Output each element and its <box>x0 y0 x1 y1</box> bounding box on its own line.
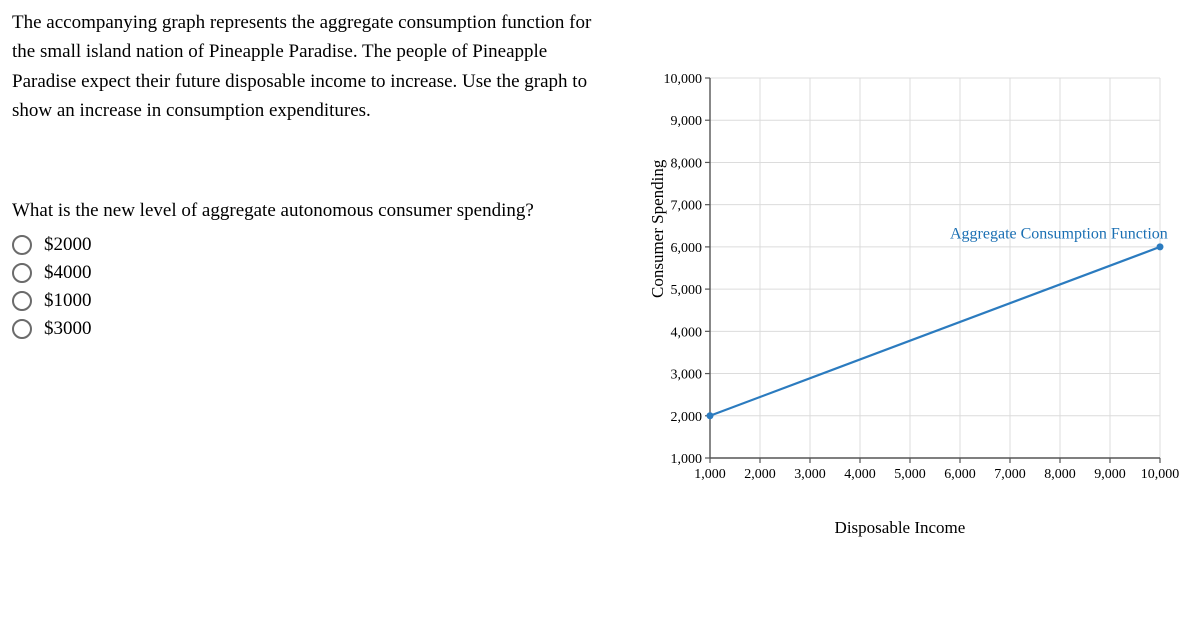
svg-text:8,000: 8,000 <box>1044 467 1076 482</box>
svg-text:2,000: 2,000 <box>670 410 702 425</box>
svg-text:3,000: 3,000 <box>794 467 826 482</box>
svg-text:4,000: 4,000 <box>844 467 876 482</box>
svg-text:10,000: 10,000 <box>1141 467 1180 482</box>
svg-text:3,000: 3,000 <box>670 368 702 383</box>
option-label: $3000 <box>44 318 92 340</box>
option-row[interactable]: $3000 <box>12 318 610 340</box>
option-row[interactable]: $1000 <box>12 290 610 312</box>
prompt-text: The accompanying graph represents the ag… <box>12 8 610 126</box>
svg-text:2,000: 2,000 <box>744 467 776 482</box>
svg-text:6,000: 6,000 <box>670 241 702 256</box>
option-label: $2000 <box>44 234 92 256</box>
radio-icon[interactable] <box>12 263 32 283</box>
svg-text:Aggregate Consumption Function: Aggregate Consumption Function <box>950 225 1168 242</box>
svg-text:1,000: 1,000 <box>694 467 726 482</box>
option-label: $4000 <box>44 262 92 284</box>
svg-text:5,000: 5,000 <box>670 283 702 298</box>
svg-text:10,000: 10,000 <box>663 72 702 87</box>
svg-text:8,000: 8,000 <box>670 156 702 171</box>
y-axis-label: Consumer Spending <box>648 160 668 298</box>
svg-text:4,000: 4,000 <box>670 325 702 340</box>
svg-text:7,000: 7,000 <box>670 199 702 214</box>
chart-container: 1,000 2,000 3,000 4,000 5,000 6,000 7,000 8,000… <box>630 68 1190 513</box>
x-axis-label: Disposable Income <box>630 518 1170 538</box>
answer-options: $2000 $4000 $1000 $3000 <box>12 234 610 340</box>
svg-text:9,000: 9,000 <box>1094 467 1126 482</box>
question-text: What is the new level of aggregate auton… <box>12 196 610 226</box>
svg-text:9,000: 9,000 <box>670 114 702 129</box>
svg-text:5,000: 5,000 <box>894 467 926 482</box>
consumption-chart[interactable]: 1,000 2,000 3,000 4,000 5,000 6,000 7,000 8,000… <box>630 68 1190 508</box>
radio-icon[interactable] <box>12 291 32 311</box>
svg-text:7,000: 7,000 <box>994 467 1026 482</box>
radio-icon[interactable] <box>12 235 32 255</box>
svg-text:6,000: 6,000 <box>944 467 976 482</box>
option-row[interactable]: $4000 <box>12 262 610 284</box>
option-label: $1000 <box>44 290 92 312</box>
svg-text:1,000: 1,000 <box>670 452 702 467</box>
option-row[interactable]: $2000 <box>12 234 610 256</box>
radio-icon[interactable] <box>12 319 32 339</box>
